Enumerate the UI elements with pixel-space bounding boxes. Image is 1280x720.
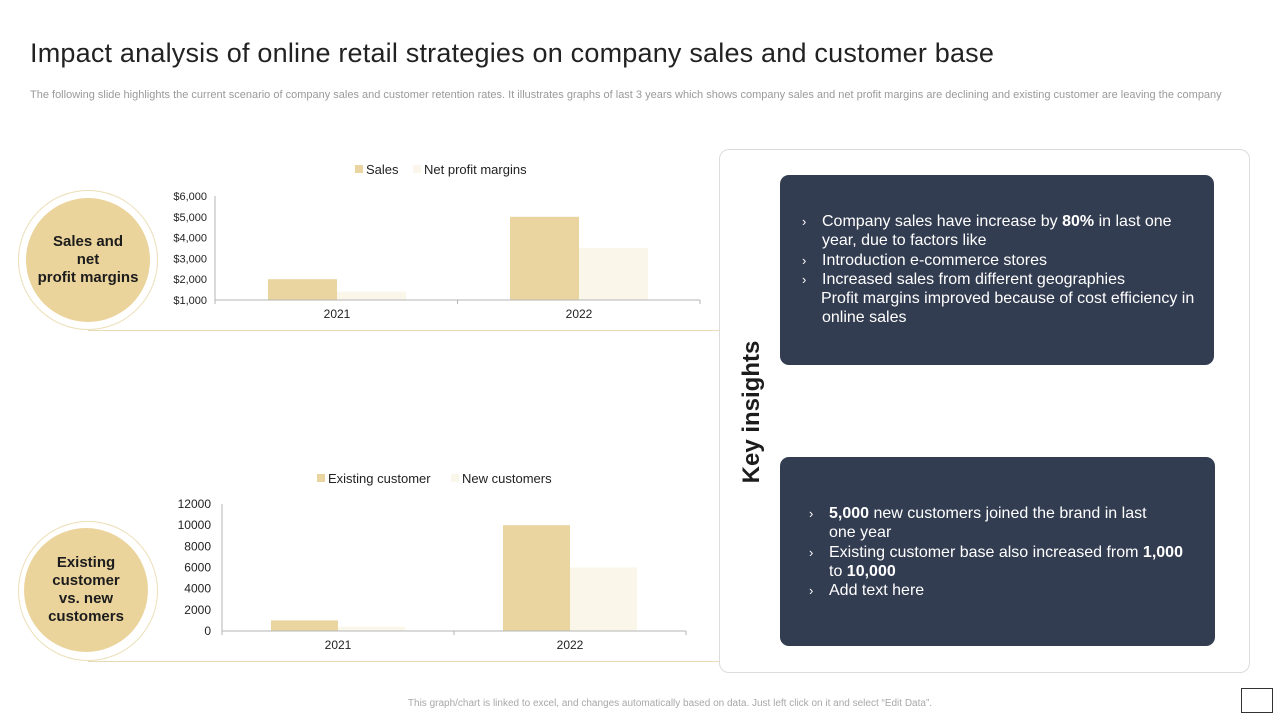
bar: [268, 279, 337, 300]
legend-label: New customers: [462, 471, 552, 486]
bullet-icon: ›: [809, 583, 814, 599]
legend-swatch: [451, 474, 459, 482]
insight-box-customers: › 5,000 new customers joined the brand i…: [780, 457, 1215, 646]
bar: [338, 626, 405, 631]
page-subtitle: The following slide highlights the curre…: [30, 89, 1222, 101]
corner-frame: [1241, 688, 1273, 713]
x-tick-label: 2021: [324, 307, 351, 321]
section-label-sales: Sales and net profit margins: [37, 233, 139, 286]
insight-item: › Increased sales from different geograp…: [802, 270, 1125, 288]
bullet-icon: ›: [802, 214, 807, 229]
key-insights-heading: Key insights: [738, 340, 765, 484]
insight-box-sales: › Company sales have increase by 80% in …: [780, 175, 1214, 365]
y-tick-label: $3,000: [173, 253, 207, 265]
y-tick-label: 6000: [184, 561, 211, 575]
y-tick-label: $5,000: [173, 212, 207, 224]
section-divider-sales: [88, 330, 720, 331]
page-title: Impact analysis of online retail strateg…: [30, 38, 995, 68]
bullet-icon: ›: [802, 252, 807, 268]
bullet-icon: ›: [809, 544, 814, 560]
legend-label: Net profit margins: [424, 162, 527, 177]
insight-item: › Introduction e-commerce stores: [802, 251, 1047, 269]
section-ring-sales: [18, 190, 158, 330]
y-tick-label: 12000: [178, 497, 212, 511]
y-tick-label: 2000: [184, 603, 211, 617]
y-tick-label: 8000: [184, 539, 211, 553]
bar: [503, 525, 570, 631]
insight-item: › Company sales have increase by 80% in …: [802, 213, 1172, 230]
section-badge-sales: Sales and net profit margins: [26, 198, 150, 322]
legend-swatch: [355, 165, 363, 173]
section-badge-customers: Existing customer vs. new customers: [24, 528, 148, 652]
bullet-icon: ›: [809, 506, 814, 521]
legend-swatch: [413, 165, 421, 173]
bar: [570, 567, 637, 631]
x-tick-label: 2022: [566, 307, 593, 321]
bar: [337, 291, 406, 300]
insight-item: › 5,000 new customers joined the brand i…: [809, 505, 1147, 522]
bar: [579, 248, 648, 300]
bar: [271, 620, 338, 631]
bullet-icon: ›: [802, 271, 807, 287]
section-ring-customers: [18, 521, 158, 661]
insight-item: Profit margins improved because of cost …: [821, 290, 1195, 308]
section-divider-customers: [88, 661, 720, 662]
y-tick-label: 4000: [184, 582, 211, 596]
y-tick-label: 0: [204, 624, 211, 638]
insight-item-cont: year, due to factors like: [822, 232, 987, 250]
insight-item: › Existing customer base also increased …: [809, 543, 1183, 561]
y-tick-label: $4,000: [173, 233, 207, 245]
y-tick-label: $2,000: [173, 274, 207, 286]
bar: [510, 216, 579, 300]
bar-charts: Sales Net profit margins $1,000 $2,000 $3,00…: [173, 162, 701, 652]
y-tick-label: $1,000: [173, 295, 207, 307]
footer-note: This graph/chart is linked to excel, and…: [407, 698, 933, 709]
insight-item-cont: one year: [829, 524, 892, 542]
legend-label: Existing customer: [328, 471, 431, 486]
x-tick-label: 2021: [325, 638, 352, 652]
insight-item-cont: to 10,000: [829, 562, 896, 580]
insight-item-cont: online sales: [822, 309, 907, 327]
legend-label: Sales: [366, 162, 399, 177]
legend-swatch: [317, 474, 325, 482]
y-tick-label: $6,000: [173, 191, 207, 203]
x-tick-label: 2022: [557, 638, 584, 652]
y-tick-label: 10000: [178, 518, 212, 532]
insight-item: › Add text here: [809, 582, 925, 600]
section-label-customers: Existing customer vs. new customers: [48, 554, 124, 625]
